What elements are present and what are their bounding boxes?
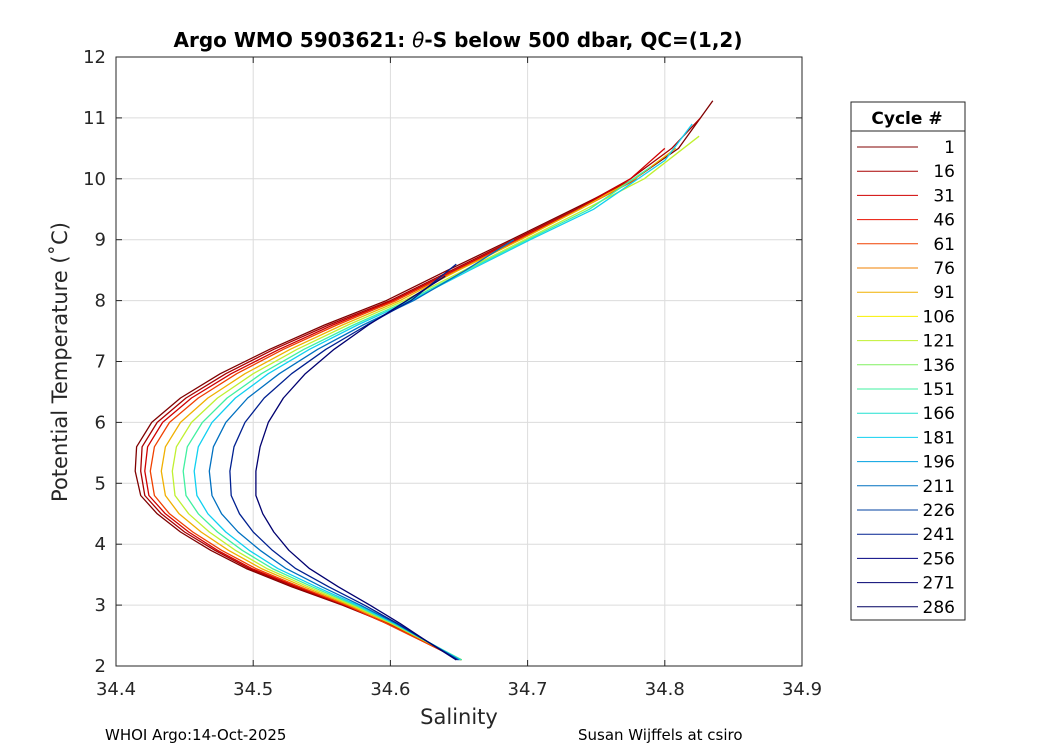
legend-label: 211 xyxy=(923,477,955,497)
grid xyxy=(116,57,802,666)
y-tick-label: 11 xyxy=(83,108,106,129)
y-tick-label: 4 xyxy=(95,534,106,555)
legend-label: 31 xyxy=(933,186,955,206)
series-line xyxy=(144,147,666,661)
legend-label: 241 xyxy=(923,525,955,545)
y-tick-label: 2 xyxy=(95,656,106,677)
y-axis-label: Potential Temperature (˚C) xyxy=(48,222,72,502)
y-tick-label: 3 xyxy=(95,595,106,616)
x-ticks: 34.4 34.5 34.6 34.7 34.8 34.9 xyxy=(96,57,822,700)
legend-label: 271 xyxy=(923,574,955,594)
x-tick-label: 34.6 xyxy=(370,679,410,700)
footer-left: WHOI Argo:14-Oct-2025 xyxy=(105,726,286,744)
y-tick-label: 7 xyxy=(95,352,106,373)
legend-label: 121 xyxy=(923,332,955,352)
x-tick-label: 34.5 xyxy=(233,679,273,700)
legend-label: 16 xyxy=(933,162,955,182)
legend-label: 46 xyxy=(933,211,955,231)
legend-title: Cycle # xyxy=(871,109,942,129)
series-line xyxy=(182,166,652,661)
y-tick-label: 8 xyxy=(95,291,106,312)
legend-label: 196 xyxy=(923,453,955,473)
legend-label: 256 xyxy=(923,549,955,569)
legend-entries: 1 16 31 46 61 76 91 106 121 136 151 166 181 196 211 226… xyxy=(857,138,955,618)
series-line xyxy=(140,117,701,661)
chart-title-prefix: Argo WMO 5903621: xyxy=(174,28,413,52)
series-line xyxy=(193,123,693,661)
chart-title-theta: θ xyxy=(412,28,424,52)
x-axis-label: Salinity xyxy=(420,705,498,729)
x-tick-label: 34.4 xyxy=(96,679,136,700)
chart-title-suffix: -S below 500 dbar, QC=(1,2) xyxy=(424,28,742,52)
series-line xyxy=(255,275,457,661)
legend-label: 181 xyxy=(923,428,955,448)
legend-label: 91 xyxy=(933,283,955,303)
legend-label: 1 xyxy=(944,138,955,158)
series-line xyxy=(171,135,700,661)
legend: Cycle # 11631466176911061211361511661811… xyxy=(850,101,966,621)
y-tick-label: 6 xyxy=(95,412,106,433)
legend-label: 226 xyxy=(923,501,955,521)
legend-label: 166 xyxy=(923,404,955,424)
series-group xyxy=(134,100,714,661)
legend-label: 61 xyxy=(933,235,955,255)
y-ticks: 2 3 4 5 6 7 8 9 10 11 12 xyxy=(83,47,802,677)
chart-title: Argo WMO 5903621: θ-S below 500 dbar, QC… xyxy=(174,28,743,52)
series-line xyxy=(208,239,515,661)
x-tick-label: 34.8 xyxy=(645,679,685,700)
y-tick-label: 12 xyxy=(83,47,106,68)
legend-label: 76 xyxy=(933,259,955,279)
x-tick-label: 34.9 xyxy=(782,679,822,700)
series-line xyxy=(134,100,714,661)
legend-label: 151 xyxy=(923,380,955,400)
legend-label: 286 xyxy=(923,598,955,618)
series-line xyxy=(160,147,677,661)
y-tick-label: 10 xyxy=(83,169,106,190)
y-tick-label: 9 xyxy=(95,230,106,251)
footer-right: Susan Wijffels at csiro xyxy=(578,726,743,744)
series-line xyxy=(149,178,638,661)
series-line xyxy=(229,263,458,661)
legend-label: 106 xyxy=(923,307,955,327)
legend-label: 136 xyxy=(923,356,955,376)
y-tick-label: 5 xyxy=(95,473,106,494)
legend-box xyxy=(850,101,966,621)
x-tick-label: 34.7 xyxy=(508,679,548,700)
